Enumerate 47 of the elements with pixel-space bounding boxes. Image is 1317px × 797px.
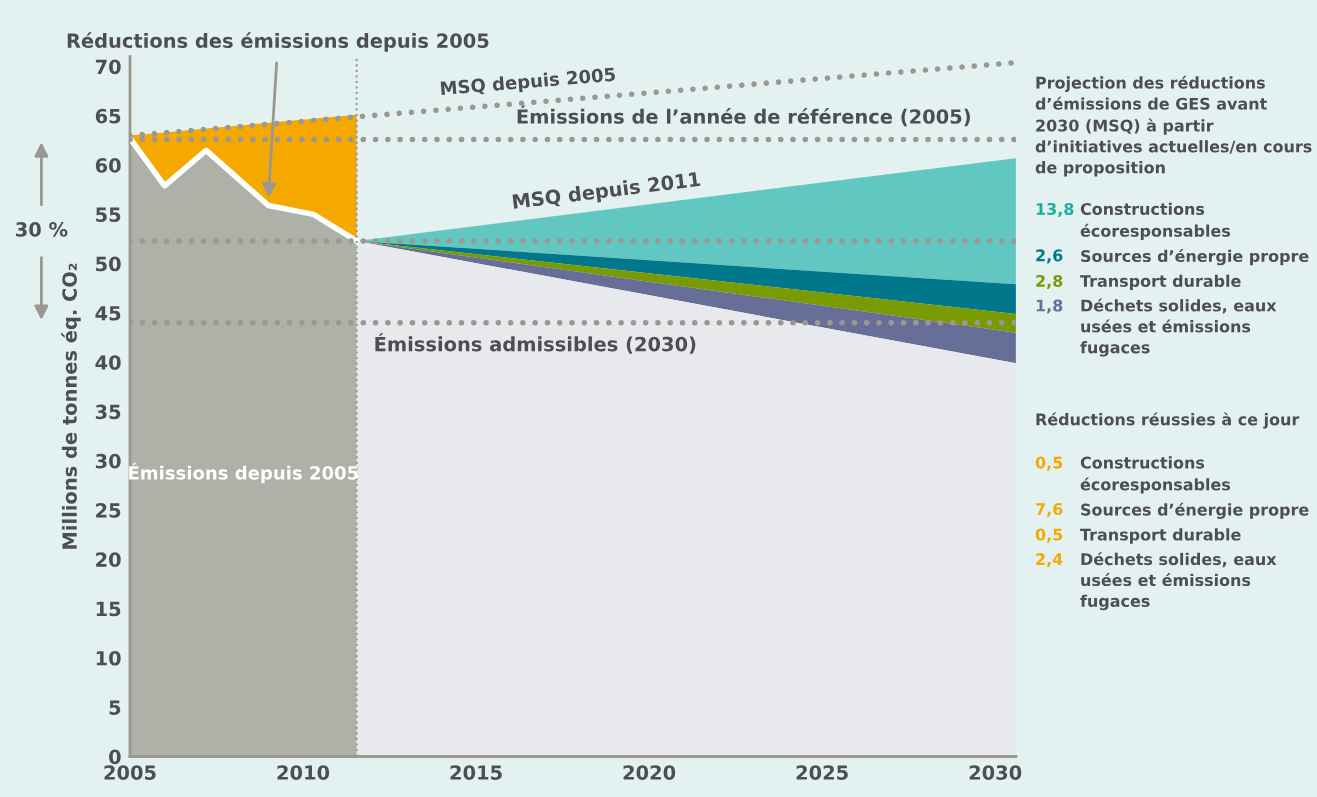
annotation: MSQ depuis 2011 [512,171,701,213]
y-tick-label: 5 [109,700,121,715]
y-tick-label: 50 [96,256,121,272]
series-label: MSQ depuis 2005 [440,67,616,99]
text: 2,6 [1036,249,1063,264]
series-label: Émissions depuis 2005 [129,462,358,484]
category-label: Constructions écoresponsables [1080,202,1231,240]
y-tick-label: 70 [95,59,121,75]
y-tick-label: 25 [96,503,121,518]
ref-line-label: Émissions admissibles (2030) [375,333,696,354]
category-label: Sources d’énergie propre [1081,502,1309,519]
text: 1,8 [1036,299,1063,314]
text: 0,5 [1035,528,1063,543]
text: 2,8 [1036,274,1063,290]
category-label: Constructions écoresponsables [1080,456,1231,494]
y-tick-label: 10 [96,650,121,666]
y-tick-label: 15 [96,601,121,617]
category-label: Sources d’énergie propre [1081,249,1309,266]
x-tick-label: 2015 [450,765,502,780]
category-label: Transport durable [1080,274,1241,291]
y-tick-label: 20 [96,552,121,568]
ref-line-label: Émissions de l’année de référence (2005) [517,105,970,127]
text: 0,5 [1035,456,1063,471]
category-label: Transport durable [1080,528,1241,544]
x-tick-label: 2010 [277,765,330,780]
y-axis-title: Millions de tonnes éq. CO₂ [61,263,81,549]
y-tick-label: 35 [95,404,121,420]
y-tick-label: 40 [95,355,121,370]
y-tick-label: 65 [95,108,121,124]
y-tick-label: 60 [95,158,121,173]
text: Réductions réussies à ce jour [1036,412,1300,429]
category-label: Déchets solides, eaux usées et émissions fugaces [1080,298,1277,357]
x-tick-label: 2020 [623,765,676,780]
text: 2,4 [1036,553,1063,568]
x-tick-label: 2025 [796,765,848,780]
text: 30 % [16,222,68,237]
x-tick-label: 2030 [969,765,1022,780]
y-tick-label: 45 [95,306,121,321]
text: Réductions des émissions depuis 2005 [67,32,489,52]
y-tick-label: 55 [96,207,121,223]
x-tick-label: 2005 [104,765,156,780]
text: 7,6 [1036,502,1063,518]
text: Projection des réductions d’émissions de GES avant 2030 (MSQ) à partir d’initiatives actuelles/en cours de proposition [1035,75,1312,177]
y-tick-label: 0 [109,749,121,765]
y-tick-label: 30 [95,453,121,469]
category-label: Déchets solides, eaux usées et émissions fugaces [1080,552,1277,611]
text: 13,8 [1036,202,1074,218]
